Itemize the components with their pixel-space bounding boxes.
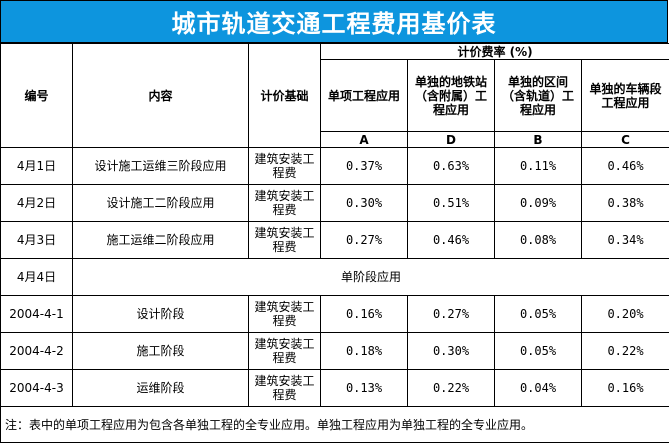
row-basis: 建筑安装工程费 — [248, 184, 321, 222]
header-id: 编号 — [0, 43, 73, 148]
table-row: 4月3日 施工运维二阶段应用 建筑安装工程费 0.27% 0.46% 0.08%… — [0, 221, 669, 259]
section-row: 4月4日 单阶段应用 — [0, 258, 669, 296]
header-rate-group: 计价费率 (%) — [319, 43, 669, 60]
row-id: 2004-4-3 — [0, 369, 73, 407]
rate-table: 编号 内容 计价基础 计价费率 (%) 单项工程应用 单独的地铁站（含附属）工程… — [0, 43, 669, 443]
row-rate-c: 0.22% — [580, 332, 669, 370]
row-rate-c: 0.38% — [580, 184, 669, 222]
row-rate-b: 0.04% — [494, 369, 582, 407]
header-code-b: B — [494, 131, 582, 148]
row-id: 2004-4-1 — [0, 295, 73, 333]
table-note: 注：表中的单项工程应用为包含各单独工程的全专业应用。单独工程应用为单独工程的全专… — [0, 406, 669, 443]
row-rate-c: 0.16% — [580, 369, 669, 407]
table-row: 4月1日 设计施工运维三阶段应用 建筑安装工程费 0.37% 0.63% 0.1… — [0, 147, 669, 185]
table-row: 2004-4-3 运维阶段 建筑安装工程费 0.13% 0.22% 0.04% … — [0, 369, 669, 407]
row-rate-a: 0.18% — [320, 332, 408, 370]
row-basis: 建筑安装工程费 — [248, 221, 321, 259]
row-content: 施工阶段 — [72, 332, 249, 370]
row-basis: 建筑安装工程费 — [248, 147, 321, 185]
header-code-a: A — [320, 131, 408, 148]
row-rate-a: 0.30% — [320, 184, 408, 222]
row-rate-d: 0.46% — [407, 221, 495, 259]
row-rate-a: 0.27% — [320, 221, 408, 259]
row-rate-b: 0.11% — [494, 147, 582, 185]
header-basis: 计价基础 — [248, 43, 321, 148]
row-rate-b: 0.05% — [494, 295, 582, 333]
row-rate-a: 0.37% — [320, 147, 408, 185]
header-rate-a: 单项工程应用 — [320, 59, 408, 132]
row-rate-d: 0.27% — [407, 295, 495, 333]
header-content: 内容 — [72, 43, 249, 148]
row-rate-b: 0.05% — [494, 332, 582, 370]
section-id: 4月4日 — [0, 258, 73, 296]
row-basis: 建筑安装工程费 — [248, 369, 321, 407]
row-rate-a: 0.16% — [320, 295, 408, 333]
row-content: 设计施工二阶段应用 — [72, 184, 249, 222]
row-rate-d: 0.51% — [407, 184, 495, 222]
row-content: 设计施工运维三阶段应用 — [72, 147, 249, 185]
row-id: 4月2日 — [0, 184, 73, 222]
table-row: 4月2日 设计施工二阶段应用 建筑安装工程费 0.30% 0.51% 0.09%… — [0, 184, 669, 222]
row-rate-c: 0.46% — [580, 147, 669, 185]
header-code-c: C — [580, 131, 669, 148]
row-basis: 建筑安装工程费 — [248, 332, 321, 370]
row-content: 设计阶段 — [72, 295, 249, 333]
section-label: 单阶段应用 — [71, 258, 669, 296]
row-id: 4月1日 — [0, 147, 73, 185]
row-rate-d: 0.30% — [407, 332, 495, 370]
table-title: 城市轨道交通工程费用基价表 — [0, 0, 668, 43]
row-content: 施工运维二阶段应用 — [72, 221, 249, 259]
row-rate-b: 0.09% — [494, 184, 582, 222]
header-rate-c: 单独的车辆段工程应用 — [580, 59, 669, 132]
table-row: 2004-4-2 施工阶段 建筑安装工程费 0.18% 0.30% 0.05% … — [0, 332, 669, 370]
row-basis: 建筑安装工程费 — [248, 295, 321, 333]
row-id: 4月3日 — [0, 221, 73, 259]
row-rate-d: 0.63% — [407, 147, 495, 185]
header-rate-d: 单独的地铁站（含附属）工程应用 — [407, 59, 495, 132]
header-rate-b: 单独的区间（含轨道）工程应用 — [494, 59, 582, 132]
row-rate-a: 0.13% — [320, 369, 408, 407]
row-rate-c: 0.20% — [580, 295, 669, 333]
table-row: 2004-4-1 设计阶段 建筑安装工程费 0.16% 0.27% 0.05% … — [0, 295, 669, 333]
row-rate-d: 0.22% — [407, 369, 495, 407]
row-rate-b: 0.08% — [494, 221, 582, 259]
row-rate-c: 0.34% — [580, 221, 669, 259]
header-code-d: D — [407, 131, 495, 148]
row-id: 2004-4-2 — [0, 332, 73, 370]
row-content: 运维阶段 — [72, 369, 249, 407]
